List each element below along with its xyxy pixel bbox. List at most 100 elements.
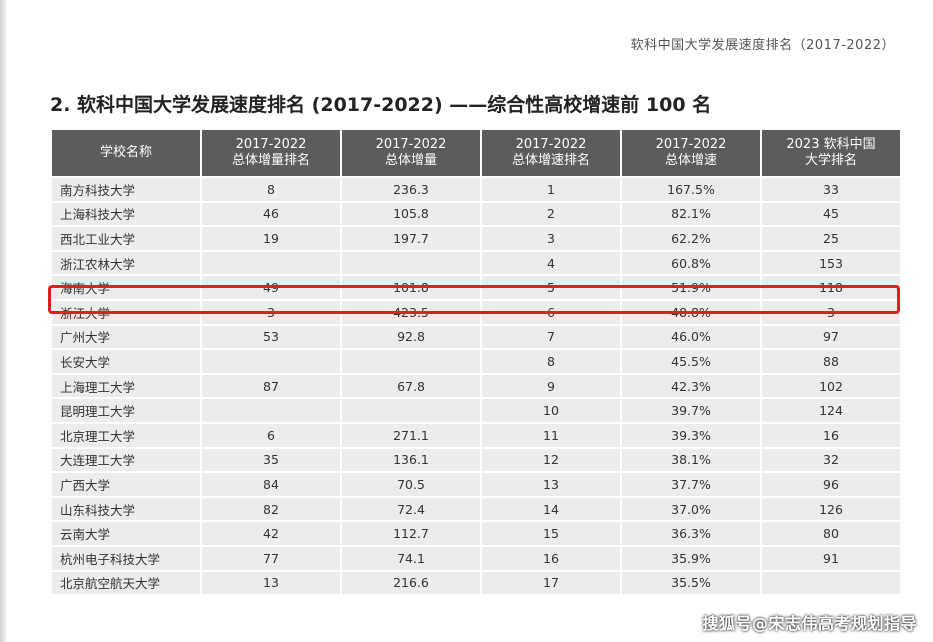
table-row: 上海理工大学 87 67.8 9 42.3% 102 [52, 374, 900, 398]
school-name-cell: 昆明理工大学 [52, 399, 200, 422]
table-cell: 46 [202, 202, 340, 226]
running-header: 软科中国大学发展速度排名（2017-2022） [630, 38, 895, 53]
table-cell: 153 [762, 251, 900, 275]
table-cell: 8 [202, 178, 340, 201]
table-cell: 42 [202, 522, 340, 545]
school-name-cell: 云南大学 [52, 522, 200, 545]
table-cell: 37.7% [622, 473, 760, 496]
table-cell: 4 [482, 251, 620, 275]
table-cell: 17 [482, 571, 620, 595]
header-school-name: 学校名称 [52, 130, 200, 176]
school-name-cell: 浙江农林大学 [52, 251, 200, 275]
table-cell: 8 [482, 350, 620, 373]
table-cell: 3 [762, 300, 900, 324]
table-cell: 197.7 [342, 227, 480, 250]
table-cell: 11 [482, 423, 620, 447]
school-name-cell: 广州大学 [52, 325, 200, 349]
table-cell: 35.5% [622, 571, 760, 595]
table-row: 广州大学 53 92.8 7 46.0% 97 [52, 325, 900, 349]
table-cell: 10 [482, 399, 620, 422]
school-name-cell: 杭州电子科技大学 [52, 546, 200, 570]
page-edge-shadow [0, 0, 6, 642]
table-cell: 36.3% [622, 522, 760, 545]
table-cell: 19 [202, 227, 340, 250]
table-row: 北京理工大学 6 271.1 11 39.3% 16 [52, 423, 900, 447]
table-cell: 32 [762, 448, 900, 472]
table-cell: 105.8 [342, 202, 480, 226]
school-name-cell: 上海科技大学 [52, 202, 200, 226]
table-cell: 42.3% [622, 374, 760, 398]
table-cell: 25 [762, 227, 900, 250]
table-cell: 112.7 [342, 522, 480, 545]
table-cell: 101.8 [342, 276, 480, 299]
header-total-increment-rank: 2017-2022 总体增量排名 [202, 130, 340, 176]
header-2023-ranking: 2023 软科中国 大学排名 [762, 130, 900, 176]
school-name-cell: 广西大学 [52, 473, 200, 496]
table-cell: 48.8% [622, 300, 760, 324]
table-cell [342, 350, 480, 373]
table-cell: 15 [482, 522, 620, 545]
table-cell: 35.9% [622, 546, 760, 570]
table-cell: 77 [202, 546, 340, 570]
table-cell: 82.1% [622, 202, 760, 226]
table-row: 南方科技大学 8 236.3 1 167.5% 33 [52, 178, 900, 201]
school-name-cell: 北京航空航天大学 [52, 571, 200, 595]
table-cell: 1 [482, 178, 620, 201]
table-cell: 38.1% [622, 448, 760, 472]
table-row: 上海科技大学 46 105.8 2 82.1% 45 [52, 202, 900, 226]
table-cell: 5 [482, 276, 620, 299]
table-cell: 16 [482, 546, 620, 570]
table-cell: 60.8% [622, 251, 760, 275]
table-row: 云南大学 42 112.7 15 36.3% 80 [52, 522, 900, 545]
table-cell: 53 [202, 325, 340, 349]
table-cell: 39.7% [622, 399, 760, 422]
table-cell: 423.5 [342, 300, 480, 324]
table-cell: 167.5% [622, 178, 760, 201]
table-cell: 35 [202, 448, 340, 472]
table-row: 大连理工大学 35 136.1 12 38.1% 32 [52, 448, 900, 472]
table-cell: 91 [762, 546, 900, 570]
table-cell: 16 [762, 423, 900, 447]
table-cell: 72.4 [342, 497, 480, 521]
table-cell: 33 [762, 178, 900, 201]
table-cell: 88 [762, 350, 900, 373]
table-cell: 87 [202, 374, 340, 398]
header-growth-rate: 2017-2022 总体增速 [622, 130, 760, 176]
table-header-row: 学校名称 2017-2022 总体增量排名 2017-2022 总体增量 2017-… [52, 130, 900, 176]
table-cell: 67.8 [342, 374, 480, 398]
school-name-cell: 北京理工大学 [52, 423, 200, 447]
school-name-cell: 海南大学 [52, 276, 200, 299]
table-cell: 62.2% [622, 227, 760, 250]
table-row: 浙江农林大学 4 60.8% 153 [52, 251, 900, 275]
header-growth-rate-rank: 2017-2022 总体增速排名 [482, 130, 620, 176]
table-cell: 6 [202, 423, 340, 447]
table-cell [202, 350, 340, 373]
school-name-cell: 南方科技大学 [52, 178, 200, 201]
table-cell: 136.1 [342, 448, 480, 472]
table-cell: 216.6 [342, 571, 480, 595]
table-cell: 7 [482, 325, 620, 349]
table-cell: 9 [482, 374, 620, 398]
table-cell: 84 [202, 473, 340, 496]
table-cell: 3 [202, 300, 340, 324]
table-row: 浙江大学 3 423.5 6 48.8% 3 [52, 300, 900, 324]
table-cell: 96 [762, 473, 900, 496]
table-cell: 236.3 [342, 178, 480, 201]
table-cell: 102 [762, 374, 900, 398]
table-cell: 51.9% [622, 276, 760, 299]
school-name-cell: 大连理工大学 [52, 448, 200, 472]
school-name-cell: 西北工业大学 [52, 227, 200, 250]
table-row: 西北工业大学 19 197.7 3 62.2% 25 [52, 227, 900, 250]
table-cell: 118 [762, 276, 900, 299]
school-name-cell: 浙江大学 [52, 300, 200, 324]
school-name-cell: 上海理工大学 [52, 374, 200, 398]
table-row: 山东科技大学 82 72.4 14 37.0% 126 [52, 497, 900, 521]
table-cell: 13 [482, 473, 620, 496]
table-cell: 39.3% [622, 423, 760, 447]
table-cell: 14 [482, 497, 620, 521]
table-cell: 45.5% [622, 350, 760, 373]
school-name-cell: 长安大学 [52, 350, 200, 373]
table-cell: 80 [762, 522, 900, 545]
table-cell: 6 [482, 300, 620, 324]
watermark: 搜狐号@宋志伟高考规划指导 [702, 614, 917, 633]
